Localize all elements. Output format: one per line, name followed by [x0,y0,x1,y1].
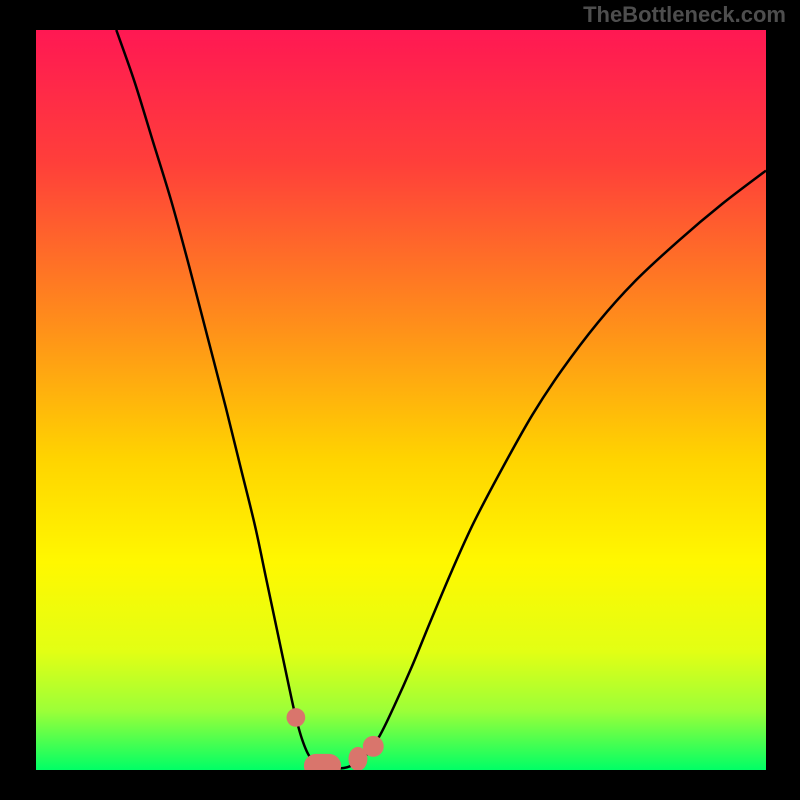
bottleneck-chart-svg [0,0,800,800]
plot-gradient-background [36,30,766,770]
optimum-marker-dot-left [287,708,306,727]
chart-frame: TheBottleneck.com [0,0,800,800]
optimum-marker-dot-right [363,736,384,757]
watermark-text: TheBottleneck.com [583,2,786,28]
